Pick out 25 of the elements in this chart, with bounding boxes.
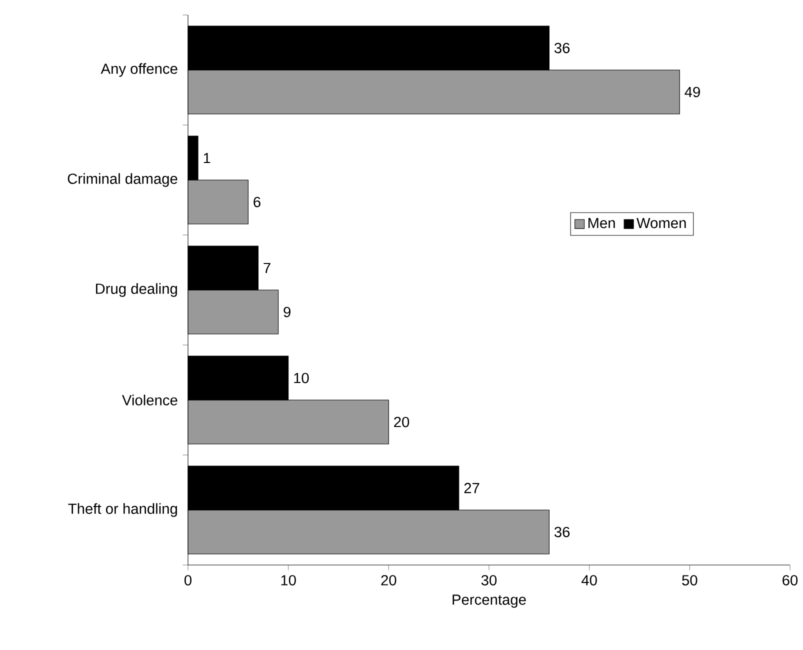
x-tick-label: 10 <box>281 575 296 586</box>
legend-label: Women <box>636 218 686 228</box>
y-tick-label: Criminal damage <box>68 173 178 187</box>
data-label: 9 <box>284 306 290 318</box>
data-label: 36 <box>554 42 570 54</box>
x-tick-label: 60 <box>782 575 798 586</box>
y-tick-label: Theft or handling <box>68 503 177 517</box>
data-label: 1 <box>204 152 210 164</box>
data-label: 6 <box>254 196 260 208</box>
x-axis-title: Percentage <box>452 594 526 608</box>
x-tick-label: 0 <box>184 575 192 586</box>
x-tick-label: 30 <box>481 575 497 586</box>
legend-label: Men <box>588 218 615 228</box>
data-label: 36 <box>554 526 570 538</box>
data-label: 27 <box>464 482 480 494</box>
data-label: 49 <box>684 86 700 98</box>
y-tick-label: Violence <box>122 394 178 406</box>
x-tick-label: 50 <box>682 575 698 586</box>
data-label: 20 <box>394 416 410 428</box>
data-label: 10 <box>294 372 309 384</box>
data-label: 7 <box>264 262 270 274</box>
y-tick-label: Any offence <box>100 63 178 77</box>
x-tick-label: 20 <box>381 575 396 586</box>
x-tick-label: 40 <box>582 575 597 586</box>
y-tick-label: Drug dealing <box>96 283 177 297</box>
